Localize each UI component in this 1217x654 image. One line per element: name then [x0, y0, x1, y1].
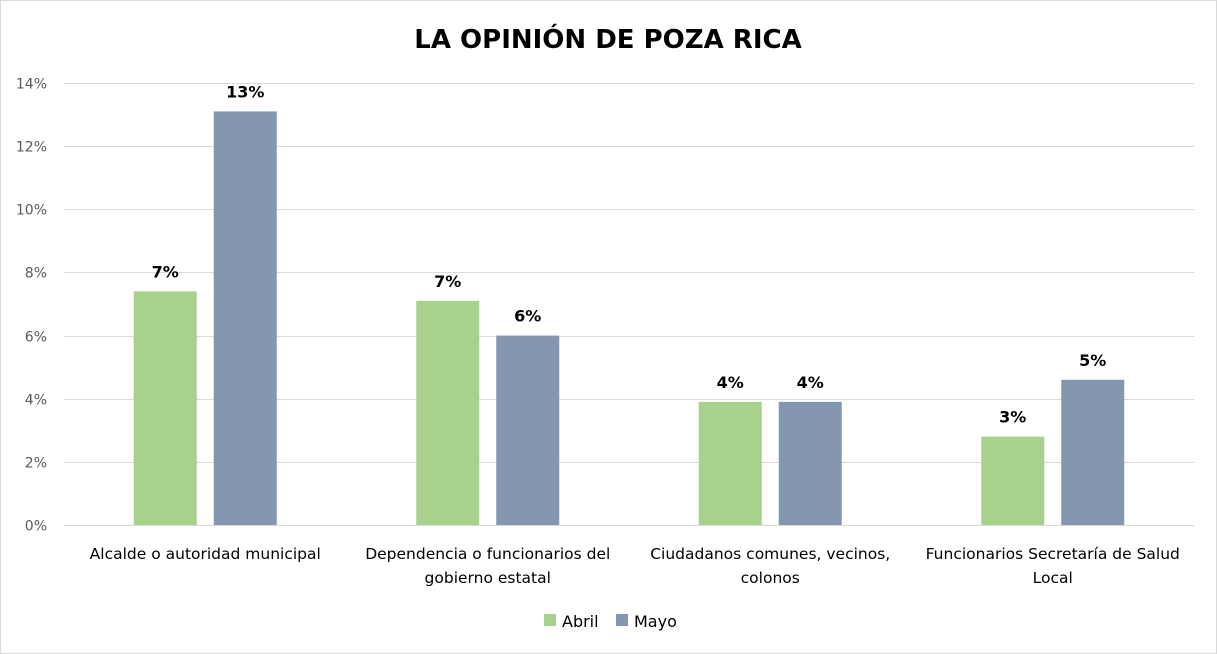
data-label: 4% — [717, 373, 744, 392]
y-tick-label: 10% — [16, 203, 47, 219]
y-axis: 0% 2% 4% 6% 8% 10% 12% 14% — [16, 77, 47, 535]
bar-abril — [133, 291, 197, 525]
x-tick-label: Ciudadanos comunes, vecinos, — [650, 545, 890, 563]
data-label: 5% — [1079, 351, 1106, 370]
x-tick-label: Dependencia o funcionarios del — [365, 545, 610, 563]
bar-mayo — [213, 111, 277, 526]
x-tick-label: Alcalde o autoridad municipal — [90, 545, 321, 563]
bars — [133, 111, 1125, 526]
data-label: 7% — [434, 272, 461, 291]
x-tick-label: Local — [1033, 569, 1073, 587]
bar-mayo — [778, 401, 842, 525]
bar-abril — [698, 401, 762, 525]
y-tick-label: 14% — [16, 77, 47, 93]
bar-abril — [416, 300, 480, 525]
y-tick-label: 12% — [16, 140, 47, 156]
bar-mayo — [1061, 379, 1125, 525]
data-label: 6% — [514, 307, 541, 326]
legend: Abril Mayo — [544, 612, 677, 631]
x-tick-label: colonos — [741, 569, 800, 587]
bar-mayo — [496, 335, 560, 525]
legend-swatch-mayo — [616, 614, 628, 626]
y-tick-label: 4% — [25, 393, 47, 409]
x-axis: Alcalde o autoridad municipal Dependencia… — [90, 545, 1180, 587]
data-label: 13% — [226, 82, 264, 101]
y-tick-label: 2% — [25, 456, 47, 472]
data-label: 4% — [797, 373, 824, 392]
data-labels: 7% 13% 7% 6% 4% 4% 3% 5% — [152, 82, 1107, 426]
x-tick-label: Funcionarios Secretaría de Salud — [926, 545, 1180, 563]
legend-swatch-abril — [544, 614, 556, 626]
y-tick-label: 8% — [25, 266, 47, 282]
data-label: 7% — [152, 262, 179, 281]
x-tick-label: gobierno estatal — [425, 569, 551, 587]
y-tick-label: 0% — [25, 519, 47, 535]
chart-title: LA OPINIÓN DE POZA RICA — [414, 23, 801, 55]
legend-label-mayo: Mayo — [634, 612, 677, 631]
data-label: 3% — [999, 408, 1026, 427]
bar-abril — [981, 436, 1045, 525]
y-tick-label: 6% — [25, 330, 47, 346]
legend-label-abril: Abril — [562, 612, 599, 631]
